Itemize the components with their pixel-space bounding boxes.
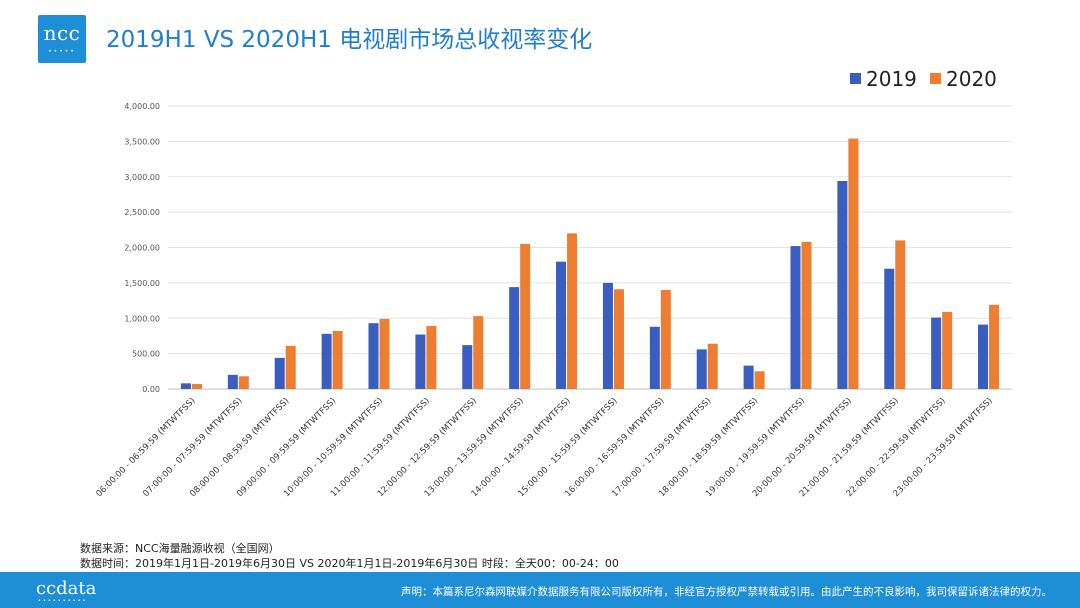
x-tick-label: 06:00:00 - 06:59:59 (MTWTFSS) [94, 396, 197, 499]
bar-2019 [462, 345, 473, 389]
y-tick-label: 500.00 [132, 350, 160, 359]
bar-2019 [274, 357, 285, 389]
bar-2019 [790, 246, 801, 389]
x-tick-label: 18:00:00 - 18:59:59 (MTWTFSS) [657, 396, 760, 499]
bar-2020 [707, 343, 718, 389]
x-tick-label: 07:00:00 - 07:59:59 (MTWTFSS) [141, 396, 244, 499]
logo-text: ncc [43, 21, 81, 45]
legend-label-2019: 2019 [866, 67, 917, 91]
bar-2020 [848, 138, 859, 389]
bar-2019 [649, 326, 660, 389]
bar-2019 [884, 268, 895, 389]
y-tick-label: 3,500.00 [124, 137, 160, 146]
x-tick-label: 23:00:00 - 23:59:59 (MTWTFSS) [892, 396, 995, 499]
x-tick-label: 16:00:00 - 16:59:59 (MTWTFSS) [563, 396, 666, 499]
x-tick-label: 11:00:00 - 11:59:59 (MTWTFSS) [329, 396, 432, 499]
bar-2019 [556, 261, 567, 389]
bar-2019 [180, 383, 191, 389]
y-tick-label: 1,000.00 [124, 314, 160, 323]
bar-2020 [754, 371, 765, 389]
bar-2019 [931, 317, 942, 389]
page-title: 2019H1 VS 2020H1 电视剧市场总收视率变化 [106, 27, 593, 53]
footer-statement: 声明：本篇系尼尔森网联媒介数据服务有限公司版权所有，非经官方授权严禁转载或引用。… [401, 586, 1052, 598]
y-tick-label: 2,000.00 [124, 244, 160, 253]
y-tick-label: 3,000.00 [124, 173, 160, 182]
bar-2019 [837, 180, 848, 389]
ncc-logo: ncc ••••• [38, 15, 86, 63]
bar-2020 [238, 376, 249, 389]
x-tick-label: 08:00:00 - 08:59:59 (MTWTFSS) [188, 396, 291, 499]
footer-brand-dots: •••••••••• [38, 598, 88, 604]
bar-2020 [801, 241, 812, 389]
bar-2019 [509, 287, 520, 389]
x-tick-label: 10:00:00 - 10:59:59 (MTWTFSS) [282, 396, 385, 499]
data-period-note: 数据时间：2019年1月1日-2019年6月30日 VS 2020年1月1日-2… [80, 557, 619, 570]
x-tick-label: 09:00:00 - 09:59:59 (MTWTFSS) [235, 396, 338, 499]
x-tick-label: 13:00:00 - 13:59:59 (MTWTFSS) [423, 396, 526, 499]
bar-2019 [602, 282, 613, 389]
bar-2020 [942, 311, 953, 389]
bar-2020 [989, 304, 1000, 389]
x-tick-label: 19:00:00 - 19:59:59 (MTWTFSS) [704, 396, 807, 499]
x-tick-label: 15:00:00 - 15:59:59 (MTWTFSS) [516, 396, 619, 499]
x-tick-label: 17:00:00 - 17:59:59 (MTWTFSS) [610, 396, 713, 499]
bar-2020 [895, 240, 906, 389]
bar-2020 [473, 316, 484, 389]
data-source-note: 数据来源：NCC海量融源收视（全国网） [80, 542, 280, 555]
bar-2020 [191, 384, 202, 389]
bar-2020 [567, 233, 578, 389]
bar-2020 [660, 289, 671, 389]
x-tick-label: 20:00:00 - 20:59:59 (MTWTFSS) [751, 396, 854, 499]
bar-2019 [743, 365, 754, 389]
y-tick-label: 0.00 [142, 385, 160, 394]
bar-2020 [613, 289, 624, 389]
legend-label-2020: 2020 [946, 67, 997, 91]
bar-2019 [696, 349, 707, 389]
bar-2019 [978, 324, 989, 389]
legend-swatch-2020 [930, 73, 941, 84]
bar-2020 [520, 243, 531, 389]
x-tick-label: 21:00:00 - 21:59:59 (MTWTFSS) [798, 396, 901, 499]
y-tick-label: 2,500.00 [124, 208, 160, 217]
footer-bar: ccdata •••••••••• 声明：本篇系尼尔森网联媒介数据服务有限公司版… [0, 572, 1080, 608]
bar-2020 [285, 345, 296, 389]
x-tick-label: 22:00:00 - 22:59:59 (MTWTFSS) [845, 396, 948, 499]
bar-2020 [379, 318, 390, 389]
bar-2019 [227, 374, 238, 389]
bar-2019 [321, 333, 332, 389]
x-tick-label: 12:00:00 - 12:59:59 (MTWTFSS) [376, 396, 479, 499]
bar-2019 [368, 323, 379, 389]
bar-chart: 0.00 500.00 1,000.00 1,500.00 2,000.00 2,500.… [94, 67, 1012, 499]
legend-swatch-2019 [850, 73, 861, 84]
x-tick-label: 14:00:00 - 14:59:59 (MTWTFSS) [470, 396, 573, 499]
bar-2019 [415, 334, 426, 389]
y-tick-label: 4,000.00 [124, 102, 160, 111]
y-tick-label: 1,500.00 [124, 279, 160, 288]
footer-brand: ccdata [36, 578, 97, 599]
bar-2020 [332, 330, 343, 389]
bar-2020 [426, 326, 437, 389]
logo-dots: ••••• [48, 48, 76, 55]
